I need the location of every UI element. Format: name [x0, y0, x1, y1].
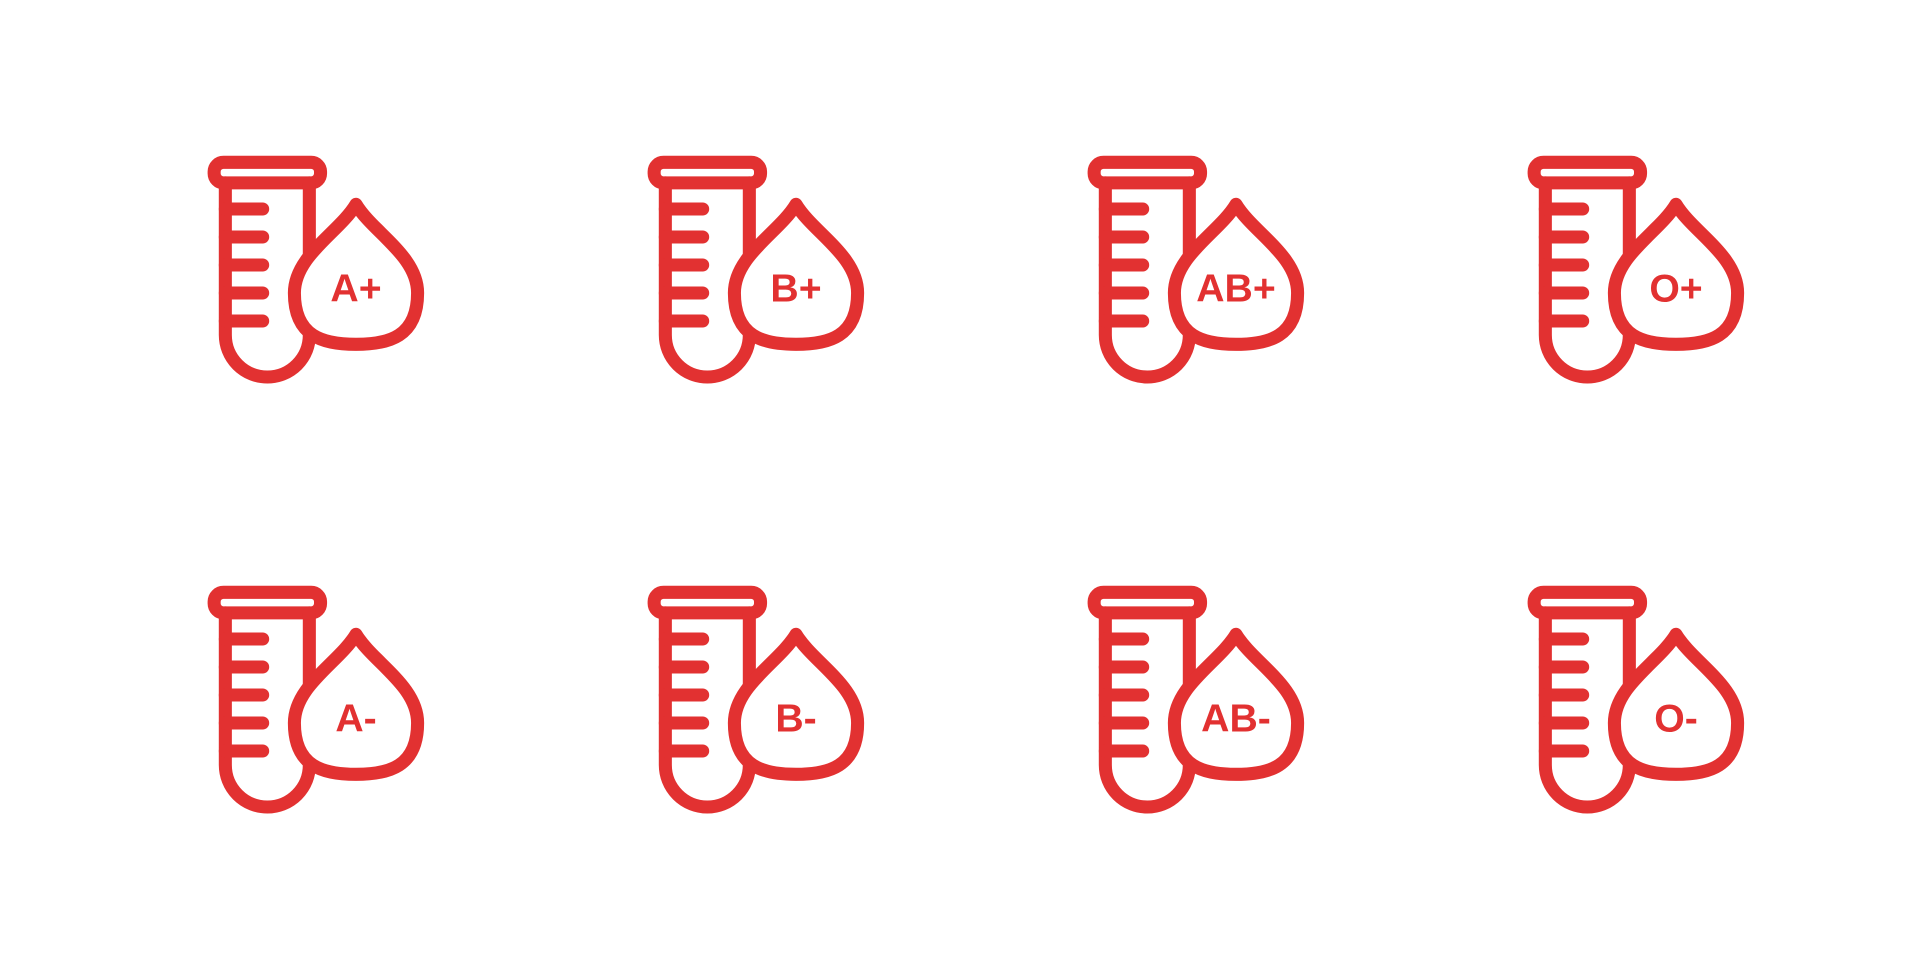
blood-type-a-positive-icon: A+ [160, 125, 440, 405]
blood-type-o-positive-icon: O+ [1480, 125, 1760, 405]
blood-type-label: B+ [770, 267, 821, 310]
test-tube-drop-icon: A- [160, 555, 440, 835]
blood-type-label: O- [1654, 697, 1698, 740]
test-tube-drop-icon: AB- [1040, 555, 1320, 835]
blood-type-o-negative-icon: O- [1480, 555, 1760, 835]
blood-type-label: A+ [330, 267, 381, 310]
blood-type-label: A- [335, 697, 376, 740]
blood-type-ab-positive-icon: AB+ [1040, 125, 1320, 405]
blood-type-b-negative-icon: B- [600, 555, 880, 835]
test-tube-drop-icon: O- [1480, 555, 1760, 835]
blood-type-label: B- [775, 697, 816, 740]
test-tube-drop-icon: B- [600, 555, 880, 835]
icon-row-negative: A- B- AB- O- [0, 555, 1920, 835]
test-tube-drop-icon: O+ [1480, 125, 1760, 405]
blood-type-b-positive-icon: B+ [600, 125, 880, 405]
test-tube-drop-icon: AB+ [1040, 125, 1320, 405]
blood-type-label: AB- [1201, 697, 1271, 740]
blood-type-ab-negative-icon: AB- [1040, 555, 1320, 835]
test-tube-drop-icon: B+ [600, 125, 880, 405]
blood-type-label: O+ [1649, 267, 1702, 310]
test-tube-drop-icon: A+ [160, 125, 440, 405]
blood-type-a-negative-icon: A- [160, 555, 440, 835]
icon-row-positive: A+ B+ AB+ O+ [0, 125, 1920, 405]
blood-type-label: AB+ [1196, 267, 1276, 310]
